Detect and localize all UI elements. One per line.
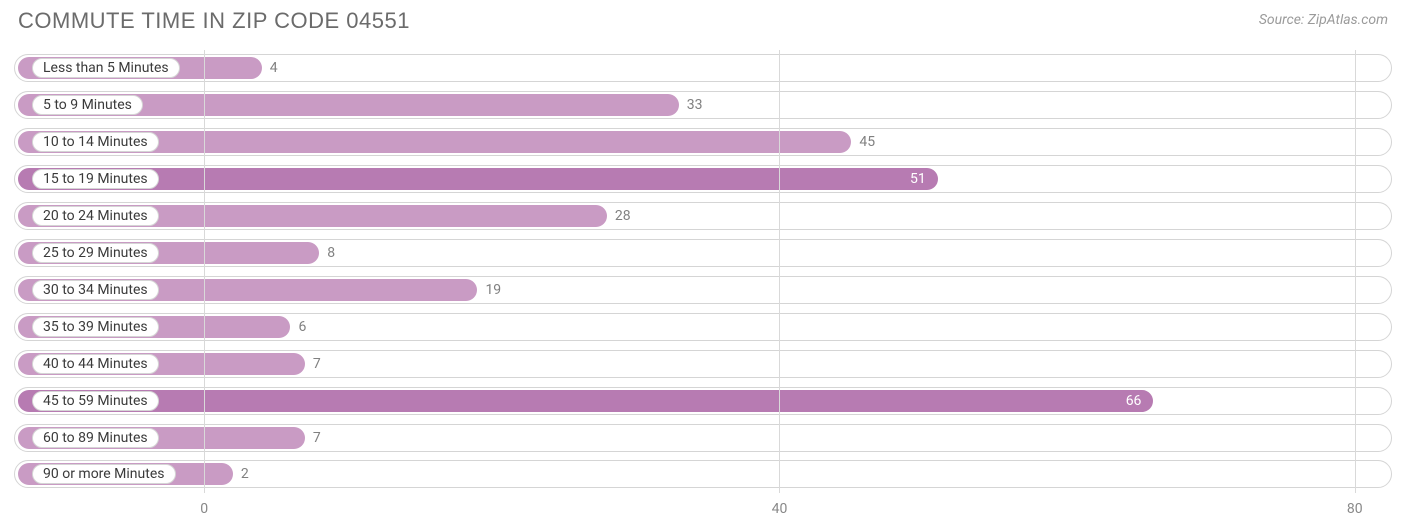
gridline	[204, 50, 205, 493]
bar-value-label: 19	[485, 276, 501, 304]
bar-row: 60 to 89 Minutes 7	[14, 424, 1392, 452]
bar-value-label: 7	[313, 350, 321, 378]
x-axis: 0 40 80	[14, 497, 1392, 517]
bar-row: 25 to 29 Minutes 8	[14, 239, 1392, 267]
bar-value-label: 45	[859, 128, 875, 156]
bar-category-label: 35 to 39 Minutes	[32, 317, 159, 337]
bar-category-label: 5 to 9 Minutes	[32, 95, 143, 115]
bar-category-label: 30 to 34 Minutes	[32, 280, 159, 300]
bar-container: Less than 5 Minutes 4 5 to 9 Minutes 33 10 t…	[14, 50, 1392, 493]
bar-row: 35 to 39 Minutes 6	[14, 313, 1392, 341]
bar-value-label: 6	[298, 313, 306, 341]
bar-value-label: 66	[1126, 387, 1142, 415]
chart-title: COMMUTE TIME IN ZIP CODE 04551	[18, 8, 410, 34]
x-tick-label: 80	[1347, 501, 1363, 517]
bar-category-label: 15 to 19 Minutes	[32, 169, 159, 189]
bar-value-label: 4	[270, 54, 278, 82]
bar-row: 5 to 9 Minutes 33	[14, 91, 1392, 119]
bar-category-label: 25 to 29 Minutes	[32, 243, 159, 263]
bar-row: 45 to 59 Minutes 66	[14, 387, 1392, 415]
x-tick-label: 0	[200, 501, 208, 517]
bar-value-label: 51	[910, 165, 926, 193]
bar-row: 10 to 14 Minutes 45	[14, 128, 1392, 156]
bar-fill	[18, 390, 1153, 412]
bar-category-label: 60 to 89 Minutes	[32, 428, 159, 448]
bar-category-label: 40 to 44 Minutes	[32, 354, 159, 374]
bar-category-label: 90 or more Minutes	[32, 464, 176, 484]
gridline	[779, 50, 780, 493]
x-tick-label: 40	[772, 501, 788, 517]
chart-source: Source: ZipAtlas.com	[1259, 8, 1388, 28]
bar-category-label: 45 to 59 Minutes	[32, 391, 159, 411]
bar-row: 30 to 34 Minutes 19	[14, 276, 1392, 304]
gridline	[1355, 50, 1356, 493]
chart-plot-area: Less than 5 Minutes 4 5 to 9 Minutes 33 10 t…	[14, 50, 1392, 493]
bar-row: 90 or more Minutes 2	[14, 460, 1392, 488]
bar-category-label: 20 to 24 Minutes	[32, 206, 159, 226]
bar-value-label: 8	[327, 239, 335, 267]
bar-value-label: 7	[313, 424, 321, 452]
bar-value-label: 2	[241, 460, 249, 488]
bar-category-label: 10 to 14 Minutes	[32, 132, 159, 152]
bar-row: 20 to 24 Minutes 28	[14, 202, 1392, 230]
bar-row: 15 to 19 Minutes 51	[14, 165, 1392, 193]
bar-category-label: Less than 5 Minutes	[32, 58, 180, 78]
bar-value-label: 28	[615, 202, 631, 230]
bar-value-label: 33	[687, 91, 703, 119]
bar-row: 40 to 44 Minutes 7	[14, 350, 1392, 378]
bar-row: Less than 5 Minutes 4	[14, 54, 1392, 82]
chart-header: COMMUTE TIME IN ZIP CODE 04551 Source: Z…	[0, 0, 1406, 34]
